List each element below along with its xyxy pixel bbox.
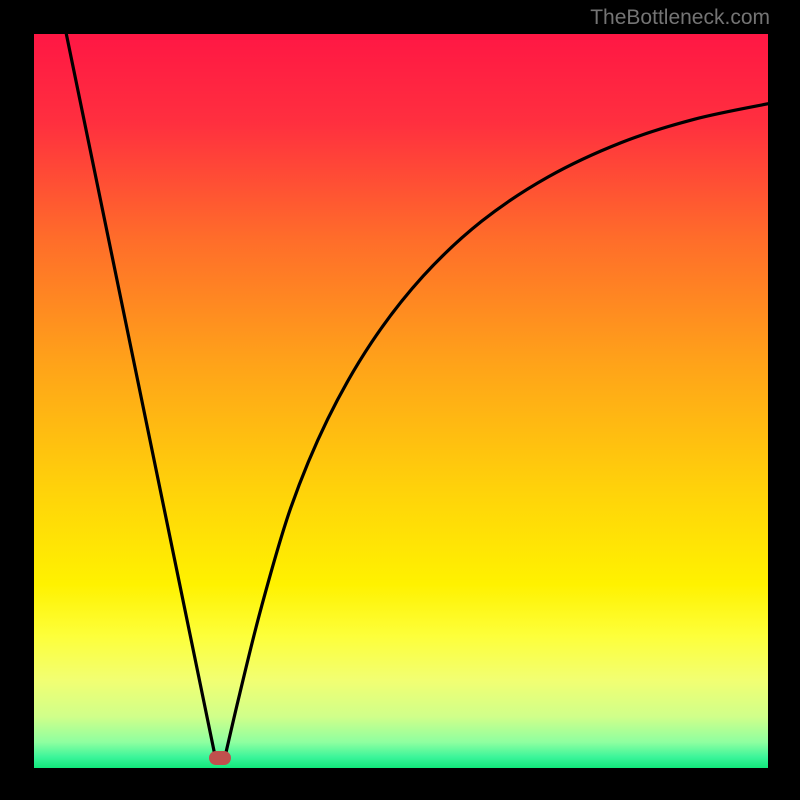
gradient-background	[34, 34, 768, 768]
watermark-text: TheBottleneck.com	[590, 6, 770, 30]
chart-container: { "chart": { "type": "line", "outer_size…	[0, 0, 800, 800]
plot-area	[34, 34, 768, 768]
min-marker	[209, 751, 231, 765]
